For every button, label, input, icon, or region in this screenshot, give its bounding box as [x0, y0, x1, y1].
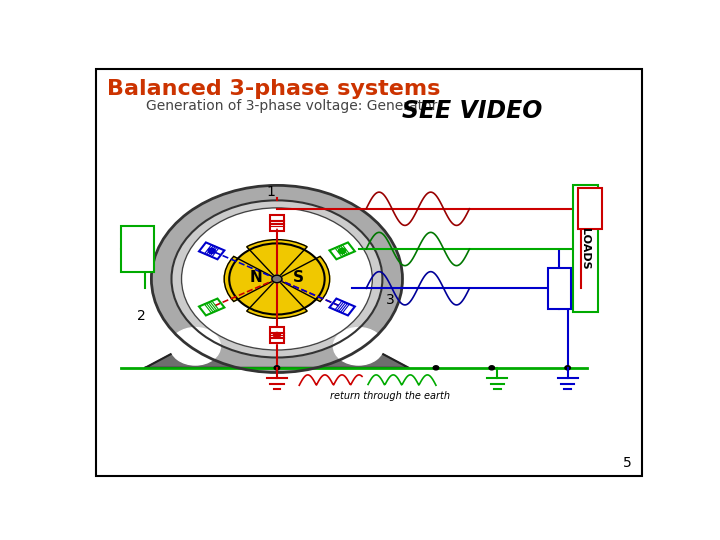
Circle shape	[208, 248, 215, 253]
Circle shape	[565, 366, 570, 370]
Text: 5: 5	[623, 456, 631, 470]
Bar	[547, 268, 571, 309]
Circle shape	[170, 328, 220, 365]
Polygon shape	[145, 298, 409, 368]
Polygon shape	[270, 215, 284, 231]
Polygon shape	[199, 299, 225, 315]
Wedge shape	[247, 240, 307, 279]
Wedge shape	[224, 256, 277, 301]
Text: return through the earth: return through the earth	[330, 390, 450, 401]
Circle shape	[272, 275, 282, 282]
Text: S: S	[293, 270, 304, 285]
Text: 1: 1	[266, 185, 275, 199]
FancyBboxPatch shape	[96, 69, 642, 476]
Circle shape	[433, 366, 438, 370]
Polygon shape	[270, 327, 284, 343]
Bar	[578, 188, 602, 230]
Circle shape	[274, 333, 281, 338]
Circle shape	[338, 248, 346, 253]
Text: SEE VIDEO: SEE VIDEO	[402, 99, 543, 123]
Circle shape	[333, 328, 384, 365]
Circle shape	[151, 185, 402, 373]
Bar	[121, 226, 154, 272]
Polygon shape	[330, 242, 355, 259]
Text: 3: 3	[385, 293, 395, 307]
Wedge shape	[277, 256, 330, 301]
Bar	[572, 185, 598, 312]
Wedge shape	[247, 279, 307, 318]
Circle shape	[181, 208, 372, 350]
Polygon shape	[199, 242, 225, 259]
Circle shape	[274, 366, 279, 370]
Text: 2: 2	[137, 309, 145, 323]
Text: LOADS: LOADS	[580, 228, 590, 269]
Text: Balanced 3-phase systems: Balanced 3-phase systems	[107, 79, 440, 99]
Circle shape	[489, 366, 495, 370]
Text: Generation of 3-phase voltage: Generator: Generation of 3-phase voltage: Generator	[145, 99, 437, 113]
Circle shape	[171, 200, 382, 357]
Circle shape	[229, 244, 325, 314]
Polygon shape	[330, 299, 355, 315]
Text: N: N	[249, 270, 262, 285]
